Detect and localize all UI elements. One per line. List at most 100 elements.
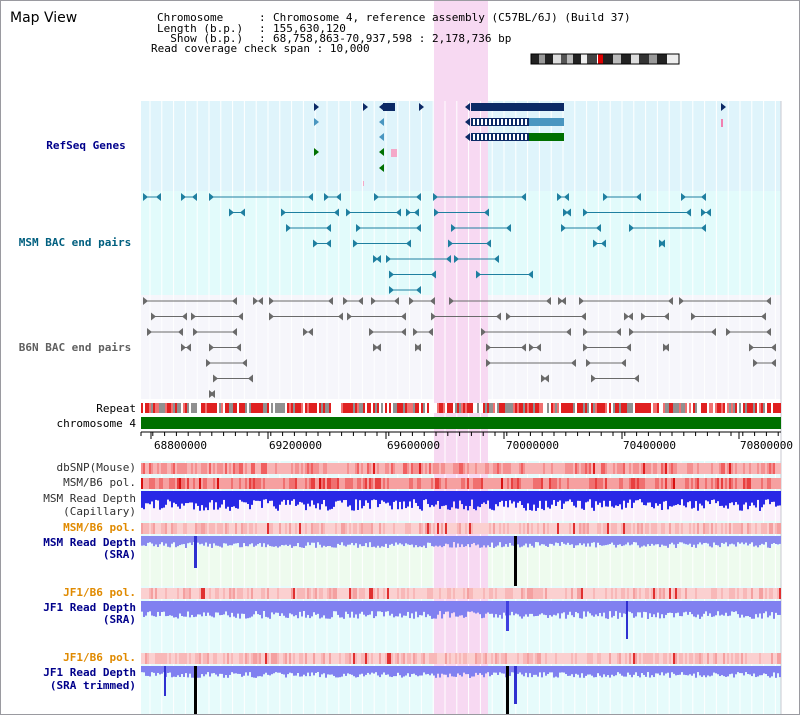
- track-label-jf1-depth-trimmed[interactable]: JF1 Read Depth: [43, 666, 136, 679]
- track-label-refseq-genes[interactable]: RefSeq Genes: [46, 139, 126, 152]
- msm-sra-depth-bar: [255, 536, 257, 546]
- track-label-msm-b6-pol-1[interactable]: MSM/B6 pol.: [63, 476, 136, 489]
- msm-b6-pol-heat-cell: [475, 478, 477, 489]
- msm-capillary-depth-bar: [219, 491, 221, 508]
- msm-b6-pol-heat-cell: [585, 523, 587, 534]
- jf1-b6-pol-heat-cell: [687, 653, 689, 664]
- track-label-dbsnp[interactable]: dbSNP(Mouse): [56, 461, 136, 474]
- repeat-segment: [457, 403, 459, 413]
- jf1-b6-pol-heat-cell: [689, 653, 691, 664]
- msm-capillary-depth-bar: [709, 491, 711, 505]
- track-label-jf1-depth-sra[interactable]: JF1 Read Depth: [43, 601, 136, 614]
- jf1-sra-depth-bar: [249, 601, 251, 618]
- jf1-b6-pol-heat-cell: [165, 653, 167, 664]
- msm-b6-pol-heat-cell: [643, 523, 645, 534]
- msm-b6-pol-heat-cell: [479, 478, 481, 489]
- track-label-msm-bac[interactable]: MSM BAC end pairs: [18, 236, 132, 249]
- msm-b6-pol-heat-cell: [677, 523, 679, 534]
- msm-bac-pair-end: [308, 193, 313, 201]
- msm-b6-pol-heat-cell: [165, 478, 167, 489]
- jf1-b6-pol-heat-cell: [553, 653, 555, 664]
- repeat-segment: [343, 403, 345, 413]
- jf1-b6-pol-heat-cell: [421, 653, 423, 664]
- repeat-segment: [693, 403, 695, 413]
- msm-sra-depth-bar: [559, 536, 561, 546]
- jf1-trim-depth-bar: [483, 666, 485, 678]
- ruler-tick-label: 70000000: [506, 439, 559, 452]
- jf1-b6-pol-heat-cell: [625, 588, 627, 599]
- msm-b6-pol-heat-cell: [717, 523, 719, 534]
- msm-b6-pol-heat-cell: [161, 523, 163, 534]
- jf1-b6-pol-heat-cell: [263, 653, 265, 664]
- track-label-msm-depth-capillary[interactable]: MSM Read Depth: [43, 492, 136, 505]
- track-label-jf1-b6-pol-2[interactable]: JF1/B6 pol.: [63, 651, 136, 664]
- msm-sra-depth-bar: [221, 536, 223, 548]
- refseq-gene-tick: [363, 181, 364, 186]
- dbsnp-heat-cell: [469, 463, 471, 474]
- msm-b6-pol-heat-cell: [305, 478, 307, 489]
- msm-capillary-depth-bar: [507, 491, 509, 508]
- jf1-b6-pol-heat-cell: [185, 653, 187, 664]
- jf1-sra-depth-bar: [485, 601, 487, 614]
- jf1-sra-depth-bar: [617, 601, 619, 619]
- repeat-segment: [255, 403, 257, 413]
- jf1-b6-pol-heat-cell: [589, 588, 591, 599]
- track-label-jf1-b6-pol-1[interactable]: JF1/B6 pol.: [63, 586, 136, 599]
- msm-b6-pol-heat-cell: [771, 523, 773, 534]
- msm-sra-depth-bar: [265, 536, 267, 548]
- jf1-trim-depth-bar: [415, 666, 417, 676]
- msm-b6-pol-heat-cell: [579, 523, 581, 534]
- msm-b6-pol-heat-cell: [725, 478, 727, 489]
- jf1-b6-pol-heat-cell: [629, 588, 631, 599]
- ruler-tick-label: 70800000: [740, 439, 793, 452]
- msm-sra-depth-bar: [407, 536, 409, 545]
- msm-capillary-depth-bar: [377, 491, 379, 508]
- jf1-b6-pol-heat-cell: [329, 588, 331, 599]
- dbsnp-heat-cell: [331, 463, 333, 474]
- msm-capillary-depth-bar: [741, 491, 743, 511]
- repeat-segment: [707, 403, 709, 413]
- jf1-sra-depth-bar: [207, 601, 209, 613]
- jf1-trim-depth-bar: [649, 666, 651, 678]
- msm-capillary-depth-bar: [277, 491, 279, 511]
- track-label-repeat[interactable]: Repeat: [96, 402, 136, 415]
- repeat-segment: [605, 403, 607, 413]
- repeat-segment: [479, 403, 481, 413]
- msm-capillary-depth-bar: [775, 491, 777, 507]
- msm-capillary-depth-bar: [617, 491, 619, 507]
- msm-b6-pol-heat-cell: [143, 523, 145, 534]
- b6n-bac-pair-end: [521, 343, 526, 352]
- repeat-segment: [721, 403, 723, 413]
- msm-b6-pol-heat-cell: [719, 523, 721, 534]
- dbsnp-heat-cell: [251, 463, 253, 474]
- msm-b6-pol-heat-cell: [447, 478, 449, 489]
- repeat-segment: [491, 403, 493, 413]
- jf1-b6-pol-heat-cell: [233, 653, 235, 664]
- msm-b6-pol-heat-cell: [317, 478, 319, 489]
- msm-b6-pol-heat-cell: [437, 478, 439, 489]
- msm-b6-pol-heat-cell: [403, 523, 405, 534]
- track-label-msm-b6-pol-2[interactable]: MSM/B6 pol.: [63, 521, 136, 534]
- repeat-segment: [753, 403, 755, 413]
- track-label-chromosome[interactable]: chromosome 4: [56, 417, 136, 430]
- jf1-sra-depth-bar: [275, 601, 277, 613]
- track-label-msm-depth-sra[interactable]: MSM Read Depth: [43, 536, 136, 549]
- msm-b6-pol-heat-cell: [319, 478, 321, 489]
- msm-b6-pol-heat-cell: [615, 523, 617, 534]
- msm-capillary-depth-bar: [651, 491, 653, 507]
- msm-sra-depth-bar: [231, 536, 233, 546]
- msm-b6-pol-heat-cell: [601, 523, 603, 534]
- msm-sra-depth-bar: [187, 536, 189, 544]
- dbsnp-heat-cell: [217, 463, 219, 474]
- jf1-b6-pol-heat-cell: [675, 588, 677, 599]
- jf1-b6-pol-heat-cell: [489, 653, 491, 664]
- dbsnp-heat-cell: [609, 463, 611, 474]
- msm-sra-depth-bar: [539, 536, 541, 546]
- jf1-trim-depth-bar: [305, 666, 307, 677]
- repeat-segment: [771, 403, 773, 413]
- repeat-segment: [523, 403, 525, 413]
- track-label-b6n-bac[interactable]: B6N BAC end pairs: [18, 341, 132, 354]
- msm-b6-pol-heat-cell: [451, 523, 453, 534]
- msm-bac-pair-end: [281, 208, 286, 217]
- jf1-b6-pol-heat-cell: [561, 588, 563, 599]
